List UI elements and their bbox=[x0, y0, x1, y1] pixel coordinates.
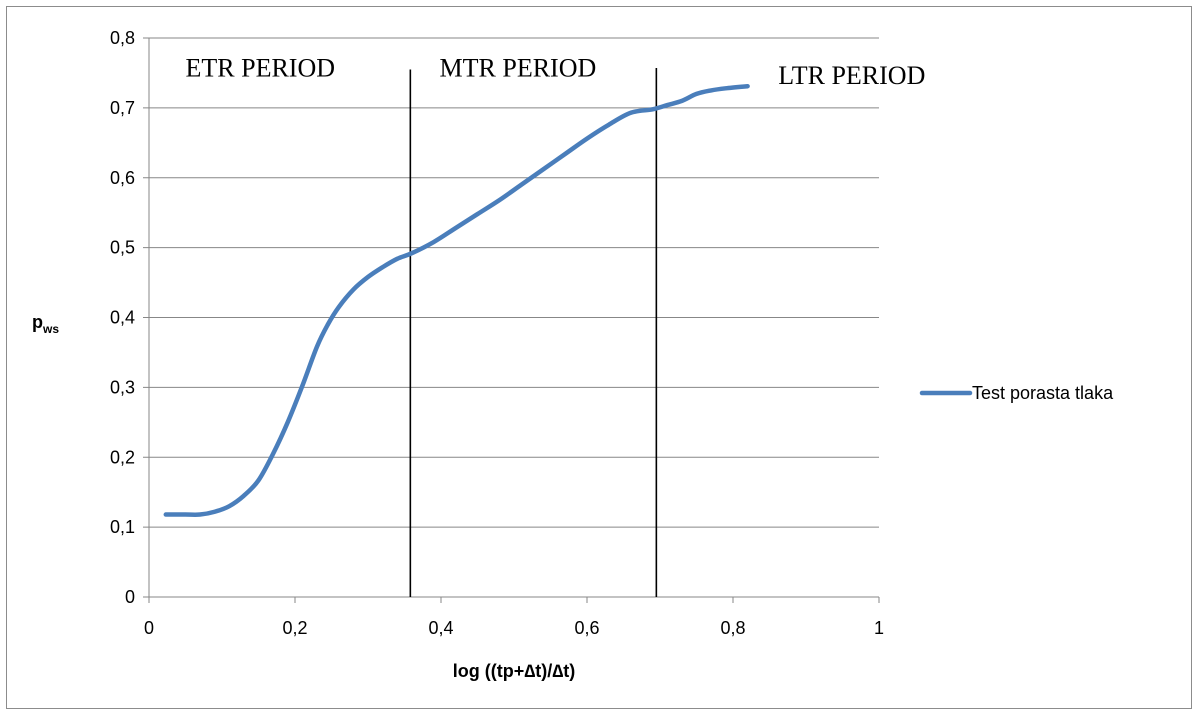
y-axis-title: pws bbox=[32, 312, 59, 336]
y-tick-label: 0,6 bbox=[110, 168, 135, 188]
y-tick-label: 0,7 bbox=[110, 98, 135, 118]
y-axis-title-subscript: ws bbox=[42, 322, 59, 336]
annotation-layer: ETR PERIOD MTR PERIOD LTR PERIOD bbox=[186, 53, 926, 90]
period-annotation: MTR PERIOD bbox=[440, 53, 597, 82]
legend: Test porasta tlaka bbox=[919, 383, 1114, 403]
axis-layer: 0 0,1 0,2 0,3 0,4 0,5 0,6 0,7 0,8 0 0,2 0,4 0,6 0,8 1 bbox=[110, 28, 884, 638]
y-tick-label: 0,4 bbox=[110, 308, 135, 328]
x-tick-label: 1 bbox=[874, 618, 884, 638]
y-tick-label: 0,8 bbox=[110, 28, 135, 48]
period-lines-layer bbox=[409, 68, 658, 597]
period-annotation: LTR PERIOD bbox=[778, 61, 925, 90]
y-tick-label: 0,3 bbox=[110, 377, 135, 397]
y-tick-label: 0 bbox=[125, 587, 135, 607]
y-tick-label: 0,2 bbox=[110, 447, 135, 467]
x-tick-label: 0,4 bbox=[428, 618, 453, 638]
series-layer bbox=[163, 83, 750, 518]
x-tick-label: 0,2 bbox=[282, 618, 307, 638]
chart-frame bbox=[6, 6, 1192, 709]
y-tick-label: 0,5 bbox=[110, 238, 135, 258]
y-tick-label: 0,1 bbox=[110, 517, 135, 537]
x-tick-label: 0,8 bbox=[720, 618, 745, 638]
y-axis-title-main: p bbox=[32, 312, 43, 332]
legend-label: Test porasta tlaka bbox=[972, 383, 1114, 403]
x-tick-label: 0 bbox=[144, 618, 154, 638]
series-line-test-porasta-tlaka bbox=[163, 83, 750, 518]
grid-layer bbox=[149, 37, 879, 528]
x-axis-title: log ((tp+∆t)/∆t) bbox=[453, 661, 575, 681]
x-tick-label: 0,6 bbox=[574, 618, 599, 638]
period-annotation: ETR PERIOD bbox=[186, 53, 336, 82]
